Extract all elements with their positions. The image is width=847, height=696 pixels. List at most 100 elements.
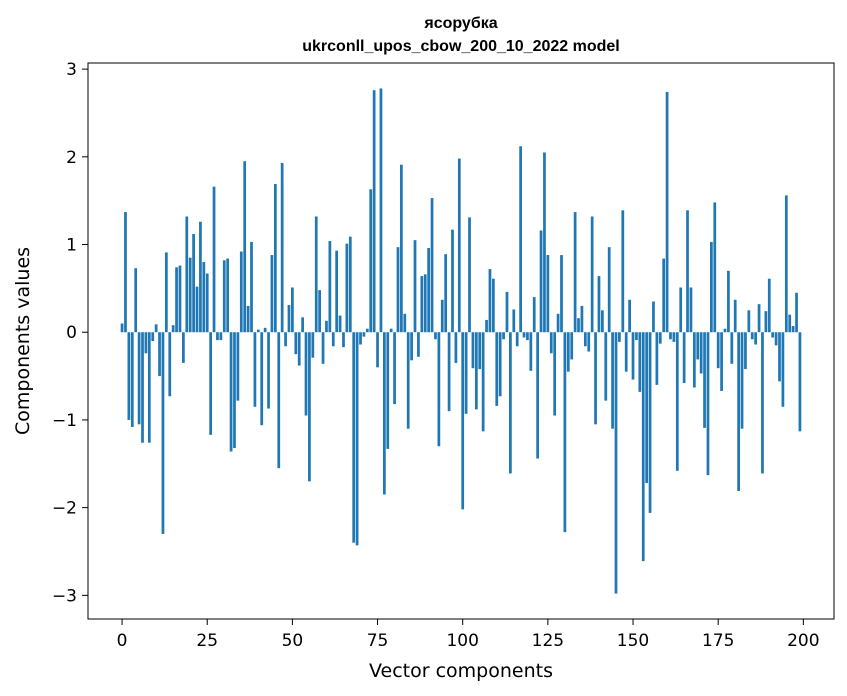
bar-180 [733,299,737,333]
bar-0 [120,323,124,333]
bar-30 [222,260,226,333]
bar-102 [468,217,471,333]
bar-103 [471,332,475,369]
bar-89 [423,274,427,333]
bar-8 [147,332,151,443]
bar-67 [348,236,352,333]
bar-66 [345,243,349,333]
x-tick-label-25: 25 [196,631,218,651]
bar-9 [151,332,155,341]
bar-157 [655,332,659,385]
bar-49 [287,305,291,333]
bar-94 [440,299,444,333]
y-tick-label-6: 3 [66,60,77,80]
bar-121 [532,297,536,333]
bar-88 [420,276,424,333]
bar-73 [369,189,373,333]
bar-171 [703,332,706,428]
bar-57 [314,216,318,333]
bar-63 [335,250,339,333]
bar-119 [526,332,529,341]
bar-182 [740,332,744,429]
bar-191 [771,332,775,338]
bar-156 [652,301,655,333]
bar-124 [543,152,546,333]
bar-117 [519,146,522,333]
bar-22 [195,286,199,333]
bar-70 [359,332,362,345]
bar-190 [767,278,771,333]
bar-177 [723,328,727,333]
bar-6 [141,332,144,443]
bar-41 [260,332,264,426]
bar-146 [618,332,621,342]
bar-197 [791,326,795,333]
bar-56 [311,332,315,358]
x-tick-label-50: 50 [282,631,304,651]
bar-165 [682,332,686,384]
bar-174 [713,202,717,333]
bar-128 [556,313,560,333]
bar-46 [277,332,281,469]
bar-175 [716,332,720,369]
bar-98 [454,332,458,363]
bar-72 [365,328,369,333]
bar-87 [417,332,420,357]
bar-155 [648,332,652,513]
bar-189 [764,311,768,333]
bar-106 [481,332,485,432]
bar-76 [379,88,383,333]
bar-82 [400,164,403,333]
bar-110 [495,332,499,406]
bar-20 [188,257,192,333]
x-tick-label-200: 200 [787,631,819,651]
bar-50 [291,287,294,333]
bar-23 [199,221,202,333]
y-tick-label-2: −1 [52,411,77,431]
bar-179 [730,332,734,364]
bar-85 [410,332,413,361]
x-axis-label: Vector components [369,660,553,682]
bar-13 [164,252,168,333]
bar-38 [250,241,253,333]
bar-61 [328,241,332,333]
bar-181 [737,332,740,491]
bar-136 [583,332,587,347]
y-tick-label-0: −3 [52,586,77,606]
bar-178 [727,270,730,333]
bar-99 [457,158,461,333]
bar-168 [692,332,696,388]
bar-143 [607,247,611,333]
x-tick-label-75: 75 [367,631,389,651]
bar-42 [263,327,267,333]
bar-137 [587,332,591,352]
y-axis-ticks: −3 −2 −1 0 1 2 3 [52,60,88,606]
bar-59 [321,332,325,364]
bar-26 [209,332,212,435]
bar-34 [236,332,240,401]
bar-184 [747,310,751,333]
bar-187 [757,304,761,333]
bar-149 [628,299,631,333]
bar-145 [614,332,618,594]
bar-100 [461,332,465,510]
bar-126 [549,332,553,354]
bar-35 [239,251,243,333]
bar-193 [778,332,781,382]
bar-115 [512,309,516,333]
bar-166 [686,210,689,333]
x-tick-label-100: 100 [446,631,478,651]
bar-169 [696,332,700,360]
bar-144 [611,332,614,429]
bar-192 [774,332,778,346]
bar-107 [485,319,488,333]
bar-132 [570,332,574,360]
y-tick-label-4: 1 [66,236,77,256]
bar-120 [529,332,533,371]
bar-122 [536,332,540,459]
bar-45 [273,184,277,333]
bar-84 [406,332,410,429]
bar-81 [396,247,400,333]
bar-161 [669,332,672,340]
bar-5 [137,332,141,425]
